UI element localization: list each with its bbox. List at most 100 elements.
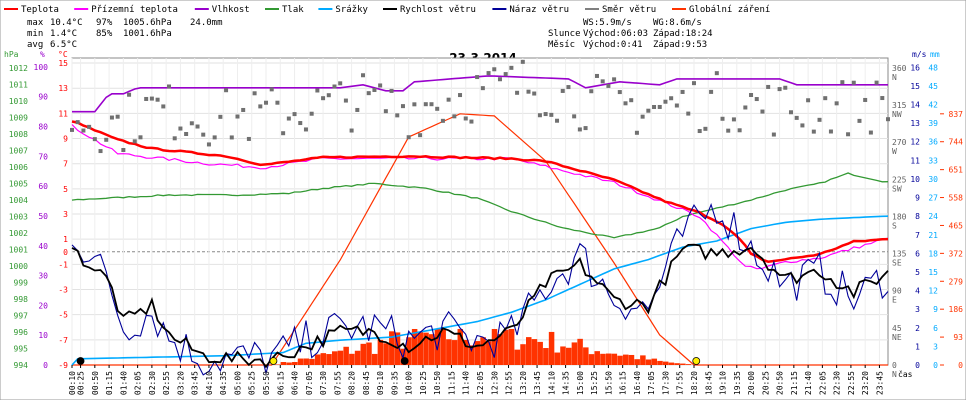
- ytick-pressure_hpa-8: 1002: [9, 229, 28, 238]
- ytick-pressure_hpa-5: 999: [14, 278, 29, 287]
- wind-direction-point: [98, 149, 103, 154]
- xtick-label-12: 05:00: [233, 371, 242, 395]
- xtick-label-16: 06:40: [291, 371, 300, 395]
- grid: [71, 57, 889, 366]
- stat-max-hum: 97%: [96, 18, 113, 28]
- radiation-bar: [611, 353, 618, 365]
- ytick-ms-8: 8: [915, 212, 920, 221]
- wind-direction-point: [269, 87, 274, 92]
- series-Rychlost větru: [71, 243, 889, 369]
- wind-direction-point: [423, 102, 428, 107]
- radiation-bar: [543, 348, 549, 365]
- ytick-mm-5: 15: [928, 268, 938, 277]
- radiation-bar: [303, 358, 309, 365]
- ytick-ms-1: 1: [915, 342, 920, 351]
- wind-direction-point: [435, 106, 440, 111]
- wind-direction-point: [680, 89, 685, 94]
- wind-wg: WG:8.6m/s: [653, 18, 702, 28]
- series-layer: [70, 59, 890, 376]
- radiation-bar: [571, 342, 578, 365]
- wind-direction-point: [754, 97, 759, 102]
- radiation-bar: [531, 339, 538, 365]
- wind-direction-point: [880, 96, 885, 101]
- marker-sunrise: [269, 357, 278, 365]
- ytick-temperature_c-0: -9: [58, 361, 68, 370]
- xtick-label-40: 16:40: [633, 371, 642, 395]
- wind-direction-point: [321, 96, 326, 101]
- radiation-bar: [617, 355, 623, 365]
- wind-direction-point: [246, 136, 251, 141]
- wind-direction-point: [109, 115, 114, 120]
- ytick-dir-3: 135: [892, 250, 907, 259]
- legend-label-8: Globální záření: [689, 5, 770, 15]
- wind-direction-point: [731, 117, 736, 122]
- radiation-bar: [628, 354, 635, 365]
- wind-direction-point: [600, 79, 605, 84]
- wind-direction-point: [749, 93, 754, 98]
- radiation-bar: [463, 339, 469, 365]
- ytick-temperature_c-2: -5: [58, 311, 68, 320]
- wind-direction-point: [138, 135, 143, 140]
- ytick-mm-12: 36: [928, 138, 938, 147]
- radiation-bar: [685, 364, 692, 365]
- radiation-bar: [645, 359, 652, 365]
- wind-direction-point: [395, 113, 400, 118]
- axes: 9949959969979989991000100110021003100410…: [9, 59, 963, 379]
- marker-moonset: [400, 357, 409, 365]
- wind-direction-point: [560, 88, 565, 93]
- radiation-bar: [508, 328, 515, 365]
- ytick-ms-0: 0: [915, 361, 920, 370]
- xtick-label-23: 09:35: [390, 371, 399, 395]
- wind-direction-point: [697, 129, 702, 134]
- radiation-bar: [565, 347, 572, 365]
- ytick-dir-label-3: SE: [892, 259, 902, 268]
- wind-direction-point: [229, 135, 234, 140]
- ytick-pressure_hpa-14: 1008: [9, 130, 28, 139]
- wind-direction-point: [224, 88, 229, 93]
- wind-direction-point: [281, 131, 286, 136]
- unit-hpa: hPa: [4, 50, 19, 59]
- ytick-rad-3: 279: [949, 277, 964, 286]
- wind-direction-point: [218, 114, 223, 119]
- xtick-label-15: 06:15: [276, 371, 285, 395]
- radiation-bar: [326, 354, 332, 365]
- wind-direction-point: [252, 91, 257, 96]
- ytick-rad-2: 186: [949, 305, 964, 314]
- xtick-label-29: 12:05: [476, 371, 485, 395]
- xtick-label-8: 03:20: [176, 371, 185, 395]
- wind-direction-point: [720, 116, 725, 121]
- wind-direction-point: [634, 130, 639, 135]
- legend-label-2: Vlhkost: [212, 5, 250, 15]
- radiation-bar: [354, 350, 361, 365]
- unit-ms: m/s: [912, 50, 927, 59]
- ytick-ms-10: 10: [910, 175, 920, 184]
- ytick-temperature_c-8: 5: [63, 185, 68, 194]
- wind-direction-point: [863, 97, 868, 102]
- wind-direction-point: [737, 128, 742, 133]
- wind-direction-point: [486, 71, 491, 76]
- radiation-bar: [389, 331, 395, 365]
- radiation-bar: [309, 358, 315, 365]
- ytick-mm-16: 48: [928, 63, 938, 72]
- wind-direction-point: [646, 108, 651, 113]
- wind-direction-point: [657, 104, 662, 109]
- radiation-bar: [491, 328, 498, 365]
- stat-max-rain: 24.0mm: [190, 18, 223, 28]
- radiation-bar: [674, 363, 680, 365]
- radiation-bar: [343, 346, 349, 365]
- wind-direction-point: [589, 89, 594, 94]
- radiation-bar: [680, 363, 686, 365]
- sun-rise: Východ:06:03: [583, 29, 648, 39]
- ytick-ms-12: 12: [910, 138, 920, 147]
- wind-direction-point: [92, 137, 97, 142]
- legend-label-4: Srážky: [335, 5, 368, 15]
- ytick-pressure_hpa-6: 1000: [9, 262, 28, 271]
- wind-direction-point: [115, 114, 120, 119]
- radiation-bar: [377, 339, 384, 365]
- ytick-humidity_pct-9: 90: [38, 93, 48, 102]
- wind-direction-point: [121, 147, 126, 152]
- wind-direction-point: [669, 96, 674, 101]
- xtick-label-10: 04:10: [205, 371, 214, 395]
- radiation-bar: [537, 341, 543, 365]
